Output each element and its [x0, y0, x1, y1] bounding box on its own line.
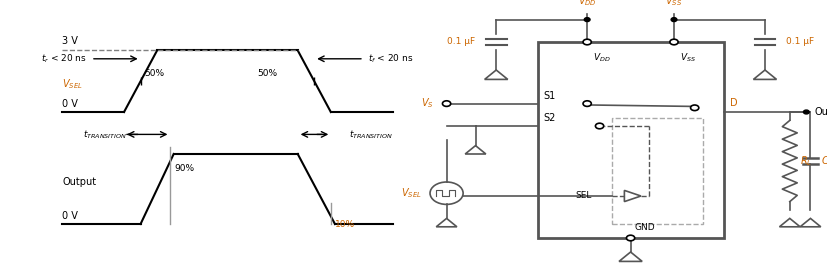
Text: $t_f$ < 20 ns: $t_f$ < 20 ns: [368, 53, 414, 65]
Text: S1: S1: [544, 91, 556, 101]
Text: 50%: 50%: [257, 69, 277, 78]
Text: 0.1 μF: 0.1 μF: [786, 38, 814, 46]
Text: $V_{DD}$: $V_{DD}$: [578, 0, 596, 8]
Text: $V_S$: $V_S$: [422, 97, 434, 111]
Text: SEL: SEL: [575, 192, 591, 200]
Circle shape: [583, 101, 591, 106]
Text: $R_L$: $R_L$: [800, 154, 812, 168]
Text: 50%: 50%: [145, 69, 165, 78]
Bar: [612, 118, 703, 224]
Circle shape: [691, 105, 699, 111]
Text: 0 V: 0 V: [62, 99, 78, 109]
Text: 3 V: 3 V: [62, 36, 78, 46]
Text: 0.1 μF: 0.1 μF: [447, 38, 476, 46]
Bar: [538, 42, 724, 238]
Text: $V_{DD}$: $V_{DD}$: [594, 52, 611, 64]
Text: $t_{TRANSITION}$: $t_{TRANSITION}$: [83, 128, 127, 141]
Text: GND: GND: [635, 223, 655, 232]
Circle shape: [670, 39, 678, 45]
Text: $t_{TRANSITION}$: $t_{TRANSITION}$: [349, 128, 393, 141]
Circle shape: [595, 123, 604, 129]
Text: $V_{SEL}$: $V_{SEL}$: [401, 186, 422, 200]
Text: Output: Output: [815, 107, 827, 117]
Circle shape: [627, 235, 635, 241]
Text: $V_{SS}$: $V_{SS}$: [666, 0, 682, 8]
Text: D: D: [730, 98, 738, 108]
Circle shape: [803, 110, 809, 114]
Text: $V_{SS}$: $V_{SS}$: [680, 52, 696, 64]
Circle shape: [583, 39, 591, 45]
Circle shape: [584, 18, 590, 22]
Text: $V_{SEL}$: $V_{SEL}$: [62, 77, 83, 91]
Circle shape: [442, 101, 451, 106]
Text: 90%: 90%: [174, 164, 194, 173]
Text: $C_L$: $C_L$: [820, 154, 827, 168]
Text: 0 V: 0 V: [62, 211, 78, 221]
Circle shape: [672, 18, 676, 22]
Text: 10%: 10%: [336, 220, 356, 229]
Text: S2: S2: [544, 113, 556, 123]
Text: $t_r$ < 20 ns: $t_r$ < 20 ns: [41, 53, 87, 65]
Text: Output: Output: [62, 177, 96, 187]
